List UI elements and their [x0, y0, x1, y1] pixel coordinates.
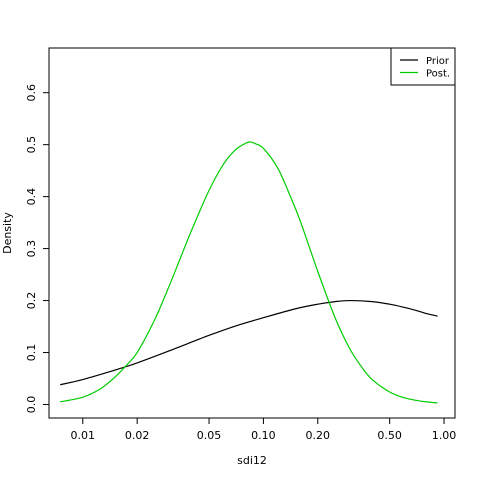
y-tick-label: 0.1: [25, 344, 38, 362]
y-axis: 0.0 0.1 0.2 0.3 0.4 0.5 0.6: [25, 84, 49, 413]
y-tick-label: 0.5: [25, 136, 38, 154]
series-layer: [60, 141, 438, 404]
x-tick-label: 0.01: [71, 429, 96, 442]
series-line-prior: [60, 299, 438, 386]
x-tick-label: 1.00: [432, 429, 457, 442]
x-tick-label: 0.50: [377, 429, 402, 442]
y-tick-label: 0.0: [25, 396, 38, 414]
x-tick-label: 0.20: [306, 429, 331, 442]
legend-label: Prior: [426, 56, 450, 67]
x-axis-label: sdi12: [237, 454, 267, 467]
y-tick-label: 0.4: [25, 188, 38, 206]
y-tick-label: 0.3: [25, 240, 38, 258]
legend-box: [390, 47, 456, 86]
plot-frame: [48, 47, 456, 419]
legend-label: Post.: [426, 69, 450, 80]
y-tick-label: 0.2: [25, 292, 38, 310]
legend: Prior Post.: [390, 47, 456, 86]
x-tick-label: 0.10: [251, 429, 276, 442]
y-tick-label: 0.6: [25, 84, 38, 102]
x-axis: 0.01 0.02 0.05 0.10 0.20 0.50 1.00: [71, 418, 457, 442]
y-axis-label: Density: [1, 212, 14, 254]
series-line-post: [60, 141, 438, 404]
x-tick-label: 0.05: [197, 429, 222, 442]
x-tick-label: 0.02: [125, 429, 150, 442]
